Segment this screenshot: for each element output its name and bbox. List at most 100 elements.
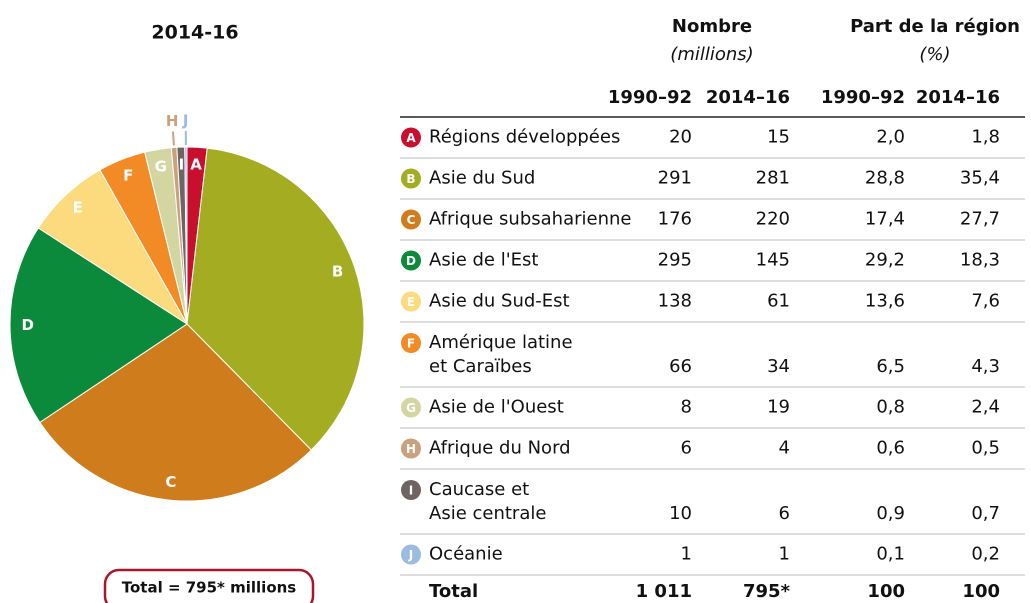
region-name: Afrique du Nord bbox=[429, 438, 571, 459]
slice-label: I bbox=[179, 155, 185, 173]
region-letter: E bbox=[407, 295, 415, 309]
region-name: Amérique latine bbox=[429, 332, 573, 353]
region-name: Asie du Sud-Est bbox=[429, 291, 570, 312]
table-cell: 138 bbox=[658, 291, 692, 312]
region-icon bbox=[401, 333, 421, 353]
region-icon bbox=[401, 250, 421, 271]
table-cell: 0,6 bbox=[876, 438, 905, 459]
slice-label: H bbox=[166, 112, 179, 130]
table-cell: 17,4 bbox=[865, 209, 905, 230]
table-cell: 0,5 bbox=[971, 438, 1000, 459]
region-name: Asie de l'Est bbox=[429, 250, 538, 271]
slice-label: G bbox=[155, 157, 167, 175]
table-cell: 18,3 bbox=[960, 250, 1000, 271]
pie-slice bbox=[184, 146, 188, 325]
table-cell: 20 bbox=[669, 127, 692, 148]
table-cell: 13,6 bbox=[865, 291, 905, 312]
table-cell: 34 bbox=[767, 356, 790, 377]
region-name: Caucase et bbox=[429, 479, 529, 500]
header-group: Part de la région bbox=[850, 16, 1020, 37]
header-unit: (millions) bbox=[670, 44, 753, 65]
slice-label: C bbox=[165, 473, 176, 491]
table-cell: 0,8 bbox=[876, 397, 905, 418]
table-cell: 1 bbox=[681, 544, 692, 565]
leader-line bbox=[171, 131, 175, 146]
region-icon bbox=[401, 480, 421, 500]
column-header: 1990–92 bbox=[608, 87, 692, 108]
region-letter: H bbox=[406, 442, 416, 456]
region-name: Asie du Sud bbox=[429, 168, 535, 189]
table-cell: 176 bbox=[658, 209, 692, 230]
region-icon bbox=[401, 544, 421, 565]
region-name: et Caraïbes bbox=[429, 356, 532, 377]
table-cell: 8 bbox=[681, 397, 692, 418]
total-box bbox=[103, 568, 315, 603]
column-header: 2014–16 bbox=[706, 87, 790, 108]
region-letter: F bbox=[407, 337, 415, 351]
total-label: Total = 795* millions bbox=[122, 579, 297, 597]
header-unit: (%) bbox=[919, 44, 950, 65]
region-letter: A bbox=[406, 131, 416, 145]
table-cell: 2,4 bbox=[971, 397, 1000, 418]
region-icon bbox=[401, 438, 421, 459]
chart-title: 2014-16 bbox=[151, 22, 238, 44]
region-name: Régions développées bbox=[429, 127, 620, 148]
total-cell: 1 011 bbox=[636, 581, 692, 602]
table-cell: 281 bbox=[756, 168, 790, 189]
table-cell: 291 bbox=[658, 168, 692, 189]
total-cell: 100 bbox=[867, 581, 905, 602]
total-cell: 795* bbox=[743, 581, 791, 602]
table-cell: 28,8 bbox=[865, 168, 905, 189]
pie-slice bbox=[186, 147, 365, 451]
table-cell: 7,6 bbox=[971, 291, 1000, 312]
region-name: Afrique subsaharienne bbox=[429, 209, 631, 230]
table-cell: 6 bbox=[779, 503, 790, 524]
table-cell: 35,4 bbox=[960, 168, 1000, 189]
total-cell: 100 bbox=[962, 581, 1000, 602]
region-name: Océanie bbox=[429, 544, 503, 565]
pie-slice bbox=[39, 323, 312, 502]
table-cell: 4 bbox=[779, 438, 790, 459]
table-cell: 66 bbox=[669, 356, 692, 377]
table-cell: 27,7 bbox=[960, 209, 1000, 230]
table-cell: 61 bbox=[767, 291, 790, 312]
table-cell: 220 bbox=[756, 209, 790, 230]
region-letter: I bbox=[409, 484, 413, 498]
table-cell: 0,1 bbox=[876, 544, 905, 565]
column-header: 2014–16 bbox=[916, 87, 1000, 108]
region-icon bbox=[401, 127, 421, 148]
region-icon bbox=[401, 397, 421, 418]
table-cell: 1 bbox=[779, 544, 790, 565]
table-cell: 15 bbox=[767, 127, 790, 148]
header-group: Nombre bbox=[672, 16, 752, 37]
slice-label: F bbox=[123, 166, 133, 184]
column-header: 1990–92 bbox=[821, 87, 905, 108]
region-letter: J bbox=[408, 548, 413, 562]
table-cell: 6,5 bbox=[876, 356, 905, 377]
table-cell: 145 bbox=[756, 250, 790, 271]
region-icon bbox=[401, 291, 421, 312]
slice-label: B bbox=[332, 263, 343, 281]
slice-label: E bbox=[73, 199, 83, 217]
pie-slice bbox=[9, 227, 188, 424]
region-icon bbox=[401, 168, 421, 189]
table-cell: 10 bbox=[669, 503, 692, 524]
table-cell: 0,9 bbox=[876, 503, 905, 524]
table-cell: 4,3 bbox=[971, 356, 1000, 377]
table-cell: 0,7 bbox=[971, 503, 1000, 524]
region-name: Asie de l'Ouest bbox=[429, 397, 564, 418]
region-letter: D bbox=[406, 254, 416, 268]
region-icon bbox=[401, 209, 421, 230]
total-name: Total bbox=[429, 581, 478, 602]
region-name: Asie centrale bbox=[429, 503, 546, 524]
region-letter: G bbox=[406, 401, 416, 415]
table-cell: 19 bbox=[767, 397, 790, 418]
slice-label: D bbox=[21, 316, 33, 334]
table-cell: 2,0 bbox=[876, 127, 905, 148]
slice-label: J bbox=[182, 112, 189, 130]
table-cell: 29,2 bbox=[865, 250, 905, 271]
table-cell: 6 bbox=[681, 438, 692, 459]
table-cell: 0,2 bbox=[971, 544, 1000, 565]
table-cell: 1,8 bbox=[971, 127, 1000, 148]
